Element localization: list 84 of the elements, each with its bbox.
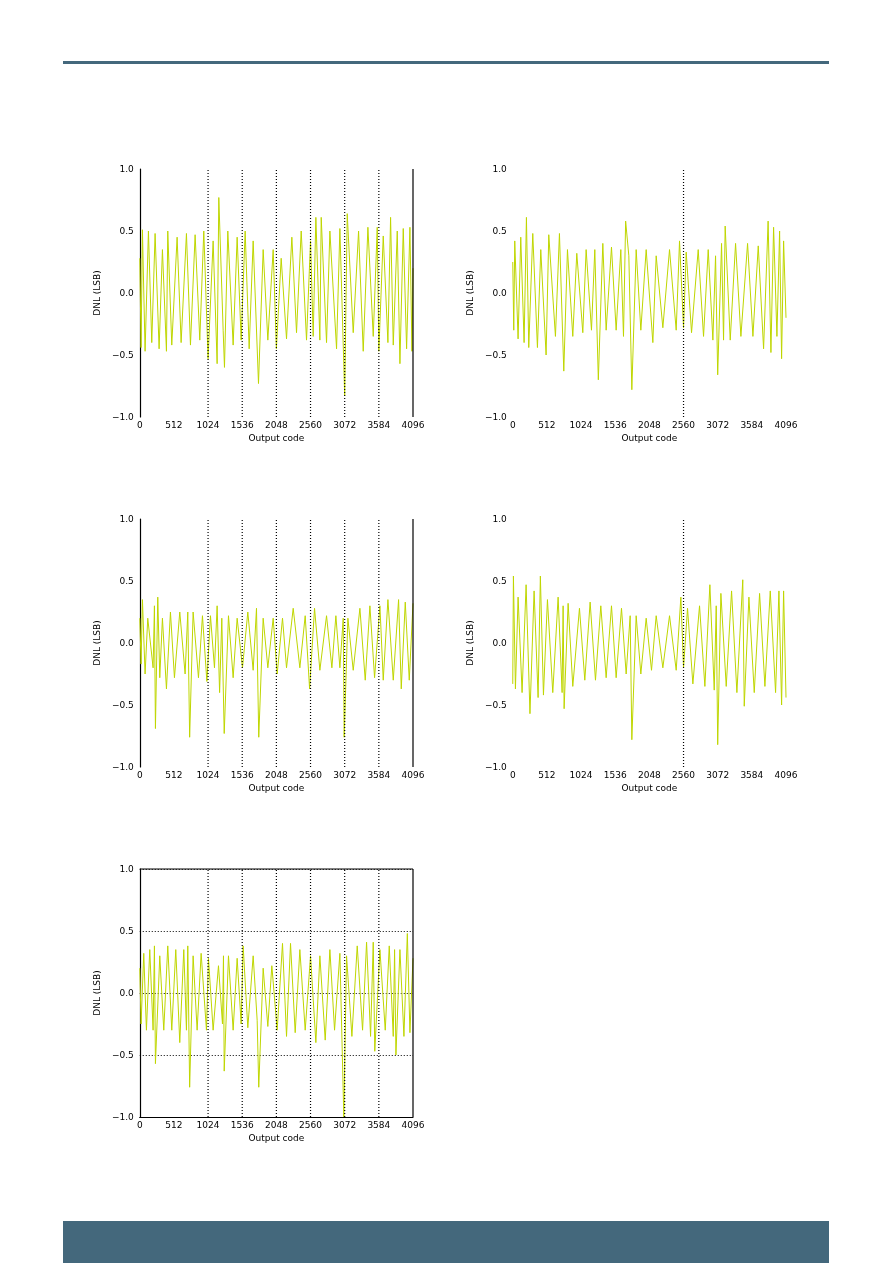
x-axis-title: Output code — [621, 783, 678, 794]
x-tick-label: 3584 — [367, 1119, 391, 1130]
x-tick-label: 512 — [165, 1119, 183, 1130]
x-tick-label: 1536 — [230, 1119, 254, 1130]
y-axis-title: DNL (LSB) — [91, 970, 102, 1016]
y-tick-label: 0.0 — [492, 638, 508, 648]
y-tick-label: −0.5 — [484, 700, 507, 710]
y-tick-label: 1.0 — [119, 514, 135, 524]
line-series — [512, 216, 787, 391]
x-tick-label: 512 — [538, 769, 556, 780]
y-tick-label: 0.5 — [119, 576, 134, 586]
x-tick-label: 2560 — [672, 419, 696, 430]
y-tick-label: 1.0 — [119, 864, 135, 874]
y-tick-label: 0.0 — [119, 288, 135, 298]
x-tick-label: 0 — [136, 419, 143, 430]
x-tick-label: 1024 — [569, 769, 593, 780]
x-tick-label: 2560 — [299, 1119, 323, 1130]
y-tick-label: 0.5 — [119, 926, 134, 936]
y-tick-label: −0.5 — [111, 700, 134, 710]
x-tick-label: 1024 — [196, 769, 220, 780]
x-tick-label: 0 — [136, 769, 143, 780]
x-tick-label: 1536 — [230, 769, 254, 780]
x-axis-title: Output code — [248, 783, 305, 794]
x-tick-label: 3584 — [367, 769, 391, 780]
x-tick-label: 3072 — [333, 419, 357, 430]
x-tick-label: 2048 — [264, 1119, 289, 1130]
y-tick-label: 1.0 — [119, 164, 135, 174]
x-tick-label: 4096 — [401, 1119, 425, 1130]
x-tick-label: 512 — [538, 419, 556, 430]
x-tick-label: 512 — [165, 769, 183, 780]
x-tick-label: 0 — [509, 419, 516, 430]
x-tick-label: 512 — [165, 419, 183, 430]
x-tick-label: 2048 — [637, 769, 662, 780]
y-tick-label: −1.0 — [111, 1112, 135, 1122]
y-axis-title: DNL (LSB) — [91, 270, 102, 316]
x-tick-label: 3072 — [333, 769, 357, 780]
x-tick-label: 1024 — [196, 1119, 220, 1130]
x-tick-label: 1024 — [569, 419, 593, 430]
x-tick-label: 1536 — [603, 769, 627, 780]
x-tick-label: 4096 — [401, 419, 425, 430]
x-tick-label: 1024 — [196, 419, 220, 430]
y-tick-label: 0.0 — [119, 988, 135, 998]
x-axis-title: Output code — [621, 433, 678, 444]
x-tick-label: 1536 — [603, 419, 627, 430]
x-tick-label: 2048 — [637, 419, 662, 430]
line-series — [139, 596, 414, 738]
y-tick-label: 0.5 — [492, 226, 507, 236]
x-tick-label: 1536 — [230, 419, 254, 430]
x-tick-label: 3584 — [367, 419, 391, 430]
y-tick-label: −1.0 — [484, 412, 508, 422]
y-tick-label: −0.5 — [111, 1050, 134, 1060]
x-tick-label: 4096 — [401, 769, 425, 780]
x-tick-label: 2048 — [264, 419, 289, 430]
x-tick-label: 4096 — [774, 419, 798, 430]
y-tick-label: 0.0 — [119, 638, 135, 648]
y-tick-label: −1.0 — [111, 762, 135, 772]
y-tick-label: −0.5 — [111, 350, 134, 360]
x-tick-label: 3072 — [706, 419, 730, 430]
line-series — [139, 197, 414, 397]
x-tick-label: 2048 — [264, 769, 289, 780]
x-tick-label: 3584 — [740, 419, 764, 430]
y-tick-label: 0.5 — [492, 576, 507, 586]
y-axis-title: DNL (LSB) — [464, 270, 475, 316]
y-tick-label: −1.0 — [111, 412, 135, 422]
x-tick-label: 0 — [136, 1119, 143, 1130]
y-tick-label: 0.0 — [492, 288, 508, 298]
x-tick-label: 0 — [509, 769, 516, 780]
line-series — [512, 575, 787, 746]
x-tick-label: 2560 — [299, 419, 323, 430]
y-tick-label: 0.5 — [119, 226, 134, 236]
x-tick-label: 3584 — [740, 769, 764, 780]
x-tick-label: 3072 — [706, 769, 730, 780]
y-tick-label: −1.0 — [484, 762, 508, 772]
y-tick-label: −0.5 — [484, 350, 507, 360]
y-axis-title: DNL (LSB) — [91, 620, 102, 666]
x-axis-title: Output code — [248, 433, 305, 444]
x-tick-label: 2560 — [299, 769, 323, 780]
x-axis-title: Output code — [248, 1133, 305, 1144]
x-tick-label: 3072 — [333, 1119, 357, 1130]
y-tick-label: 1.0 — [492, 164, 508, 174]
x-tick-label: 4096 — [774, 769, 798, 780]
y-axis-title: DNL (LSB) — [464, 620, 475, 666]
x-tick-label: 2560 — [672, 769, 696, 780]
y-tick-label: 1.0 — [492, 514, 508, 524]
